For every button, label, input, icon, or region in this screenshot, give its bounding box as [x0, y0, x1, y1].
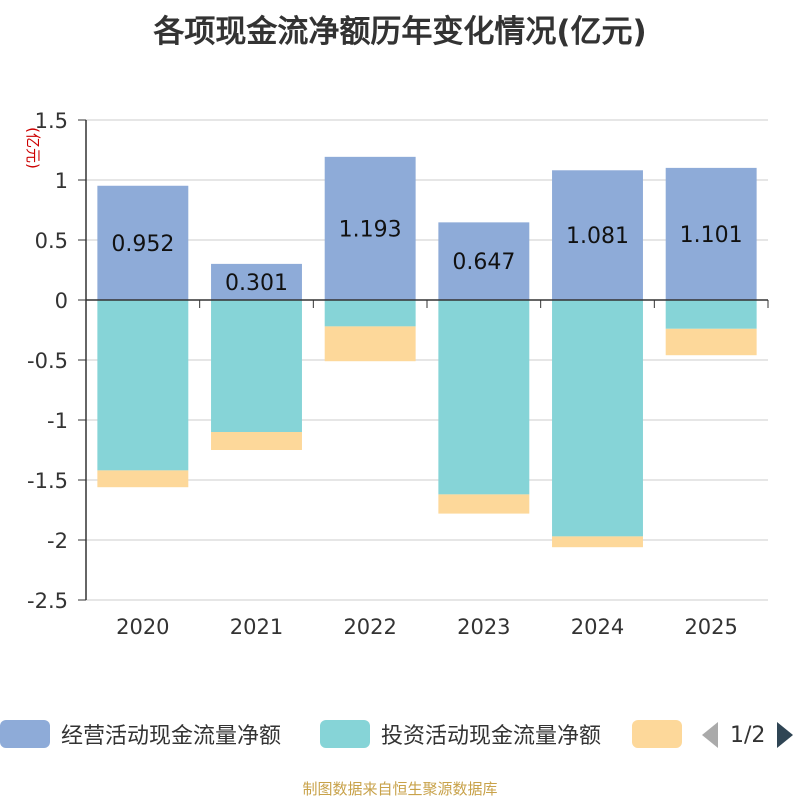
y-tick-label: -1: [47, 409, 68, 433]
legend-item-investing[interactable]: 投资活动现金流量净额: [320, 716, 601, 752]
y-axis-title: (亿元): [24, 127, 42, 169]
bar-investing-2022: [324, 300, 416, 327]
y-tick-label: -1.5: [27, 469, 68, 493]
bar-financing-2022: [324, 326, 416, 362]
data-label-2025: 1.101: [680, 223, 743, 248]
bar-financing-2020: [97, 470, 189, 488]
bar-operating-2025: [665, 167, 757, 300]
y-tick-label: 1.5: [35, 109, 68, 133]
y-tick-label: -2.5: [27, 589, 68, 613]
bar-investing-2023: [438, 300, 530, 495]
cash-flow-chart: 1.5 1 0.5 0 -0.5 -1 -1.5 -2 -2.5 (亿元) 0.952 2020 0.3…: [24, 109, 769, 639]
bar-operating-2024: [552, 170, 643, 300]
chart-title: 各项现金流净额历年变化情况(亿元): [153, 14, 647, 50]
x-tick-label: 2021: [230, 615, 283, 639]
y-tick-label: 1: [55, 169, 68, 193]
bar-investing-2021: [211, 300, 302, 432]
data-label-2022: 1.193: [339, 217, 402, 242]
x-tick-label: 2023: [457, 615, 510, 639]
y-tick-label: 0.5: [35, 229, 68, 253]
data-label-2021: 0.301: [225, 271, 288, 296]
bar-investing-2025: [665, 300, 757, 329]
bar-operating-2021: [211, 263, 302, 300]
prev-page-icon[interactable]: [700, 721, 720, 749]
bar-investing-2020: [97, 300, 189, 471]
legend-swatch-financing: [632, 720, 682, 748]
legend-item-operating[interactable]: 经营活动现金流量净额: [0, 716, 281, 752]
y-tick-label: -0.5: [27, 349, 68, 373]
bar-investing-2024: [552, 300, 643, 537]
legend-item-financing[interactable]: [632, 716, 682, 752]
data-source-note: 制图数据来自恒生聚源数据库: [302, 780, 498, 798]
bar-financing-2021: [211, 432, 302, 450]
y-tick-label: 0: [55, 289, 68, 313]
legend-swatch-investing: [320, 720, 370, 748]
bar-operating-2022: [324, 156, 416, 300]
y-tick-label: -2: [47, 529, 68, 553]
legend: 经营活动现金流量净额 投资活动现金流量净额: [0, 716, 800, 752]
legend-label-operating: 经营活动现金流量净额: [61, 724, 282, 749]
x-tick-label: 2020: [116, 615, 169, 639]
x-tick-label: 2024: [571, 615, 624, 639]
data-label-2020: 0.952: [111, 232, 174, 257]
legend-page-indicator: 1/2: [730, 722, 766, 748]
legend-label-investing: 投资活动现金流量净额: [381, 724, 602, 749]
bar-operating-2020: [97, 185, 189, 300]
data-label-2023: 0.647: [452, 250, 515, 275]
data-label-2024: 1.081: [566, 224, 629, 249]
x-tick-label: 2025: [684, 615, 737, 639]
bar-financing-2025: [665, 328, 757, 356]
legend-swatch-operating: [0, 720, 50, 748]
bar-financing-2023: [438, 494, 530, 514]
next-page-icon[interactable]: [775, 721, 795, 749]
x-tick-label: 2022: [343, 615, 396, 639]
bar-financing-2024: [552, 536, 643, 548]
legend-pager: 1/2: [700, 718, 795, 752]
bar-operating-2023: [438, 222, 530, 300]
